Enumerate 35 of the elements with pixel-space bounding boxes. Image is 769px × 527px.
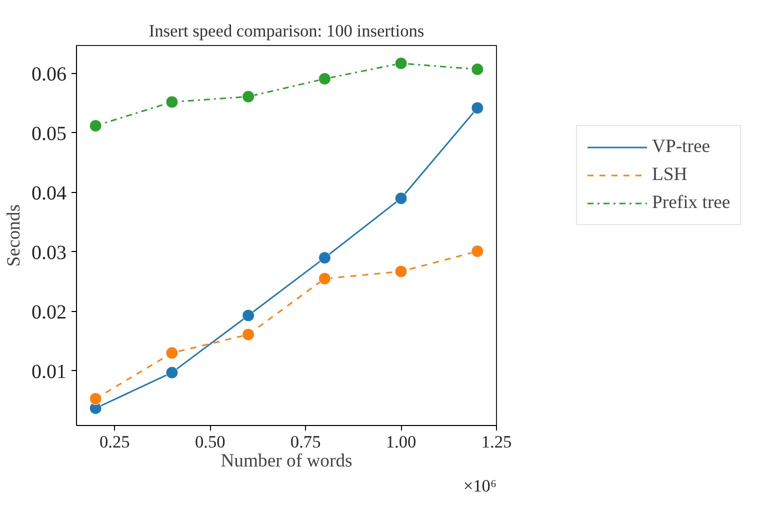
y-tick-label: 0.04 (32, 182, 66, 204)
point (242, 328, 255, 341)
y-tick-label: 0.03 (32, 242, 66, 264)
x-tick-label: 0.25 (100, 432, 130, 452)
point (318, 72, 331, 86)
y-tick-label: 0.01 (32, 360, 66, 383)
legend-label: LSH (652, 164, 688, 186)
chart-title: Insert speed comparison: 100 insertions (148, 22, 424, 40)
y-tick-label: 0.02 (32, 301, 66, 324)
point (242, 309, 255, 322)
x-tick-label: 0.75 (290, 432, 321, 452)
point (318, 252, 331, 264)
point (166, 96, 178, 108)
point (471, 245, 484, 258)
point (242, 90, 255, 103)
y-tick-label: 0.06 (32, 63, 66, 86)
x-tick-label: 0.50 (194, 432, 226, 452)
point (394, 265, 408, 278)
point (89, 392, 102, 405)
x-axis-title: Number of words (220, 450, 352, 472)
legend-label: Prefix tree (652, 192, 730, 214)
text: ×10⁶ (463, 476, 497, 496)
point (318, 272, 331, 285)
y-axis-title: Seconds (4, 204, 24, 267)
point (166, 366, 178, 379)
point (394, 57, 408, 70)
point (166, 346, 178, 360)
x-tick-label: 1.25 (481, 432, 512, 452)
x-tick-label: 1.00 (386, 432, 416, 452)
y-tick-label: 0.05 (32, 122, 66, 145)
legend-label: VP-tree (652, 136, 710, 158)
point (471, 63, 484, 76)
point (89, 120, 102, 132)
point (394, 192, 408, 205)
point (471, 102, 484, 114)
